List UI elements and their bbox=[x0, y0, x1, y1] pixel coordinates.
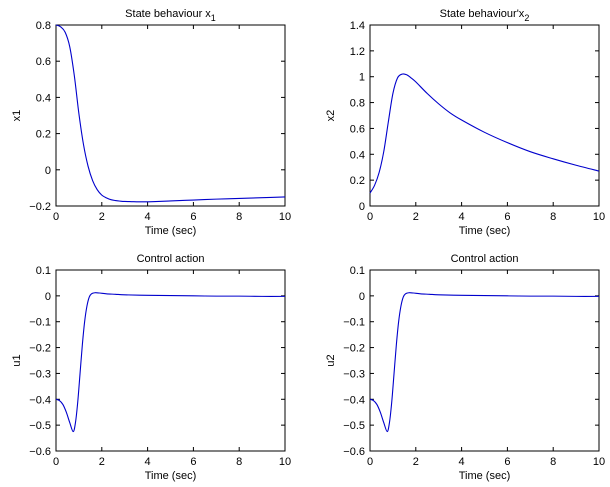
chart-title-text: State behaviour'x bbox=[440, 8, 525, 20]
y-tick-label: 0.2 bbox=[36, 129, 51, 141]
x-tick-label: 10 bbox=[279, 456, 291, 468]
y-tick-label: −0.5 bbox=[29, 420, 51, 432]
chart-title: Control action bbox=[451, 253, 519, 265]
x-axis-label: Time (sec) bbox=[459, 470, 511, 482]
x-tick-label: 6 bbox=[504, 456, 510, 468]
x-tick-label: 0 bbox=[367, 211, 373, 223]
x-tick-label: 4 bbox=[145, 456, 151, 468]
x-tick-label: 4 bbox=[145, 211, 151, 223]
y-axis-label: u1 bbox=[11, 354, 23, 366]
y-tick-label: 1.2 bbox=[350, 46, 365, 58]
y-tick-label: 0.1 bbox=[350, 265, 365, 277]
y-tick-label: 0.4 bbox=[36, 92, 51, 104]
y-tick-label: 0.8 bbox=[36, 20, 51, 32]
y-axis-label: x1 bbox=[11, 110, 23, 122]
y-tick-label: 0 bbox=[45, 291, 51, 303]
x-tick-label: 6 bbox=[190, 211, 196, 223]
y-tick-label: 0.4 bbox=[350, 149, 365, 161]
y-tick-label: −0.4 bbox=[343, 394, 365, 406]
chart-title-text: Control action bbox=[451, 253, 519, 265]
y-tick-label: −0.2 bbox=[29, 201, 51, 213]
y-axis-label: x2 bbox=[325, 110, 337, 122]
x-tick-label: 10 bbox=[593, 456, 605, 468]
y-tick-label: 0.6 bbox=[350, 123, 365, 135]
y-tick-label: −0.1 bbox=[29, 317, 51, 329]
x-tick-label: 6 bbox=[504, 211, 510, 223]
series-line-1 bbox=[369, 292, 600, 433]
y-tick-label: −0.2 bbox=[29, 343, 51, 355]
y-tick-label: −0.6 bbox=[29, 446, 51, 458]
x-tick-label: 4 bbox=[459, 456, 465, 468]
series-line-1 bbox=[55, 292, 286, 433]
chart-title: State behaviour'x2 bbox=[440, 8, 530, 23]
x-axis-label: Time (sec) bbox=[145, 470, 197, 482]
subplot-3: 0 2 4 6 8 10 −0.6 −0.5 −0.4 −0.3 −0.2 −0.1 0 0.1 Contr… bbox=[11, 253, 291, 482]
series-line-1 bbox=[369, 73, 600, 194]
y-tick-label: 1 bbox=[359, 72, 365, 84]
x-tick-label: 8 bbox=[236, 211, 242, 223]
x-tick-label: 8 bbox=[236, 456, 242, 468]
x-tick-label: 2 bbox=[99, 211, 105, 223]
x-tick-label: 10 bbox=[593, 211, 605, 223]
y-axis-label: u2 bbox=[325, 354, 337, 366]
y-tick-label: −0.5 bbox=[343, 420, 365, 432]
y-tick-label: −0.1 bbox=[343, 317, 365, 329]
subplot-4: 0 2 4 6 8 10 −0.6 −0.5 −0.4 −0.3 −0.2 −0.1 0 0.1 Contr… bbox=[325, 253, 605, 482]
x-tick-label: 8 bbox=[550, 456, 556, 468]
x-tick-label: 2 bbox=[413, 456, 419, 468]
y-tick-label: 1.4 bbox=[350, 20, 365, 32]
chart-title-text: Control action bbox=[137, 253, 205, 265]
y-tick-label: 0.2 bbox=[350, 175, 365, 187]
x-tick-label: 8 bbox=[550, 211, 556, 223]
y-tick-label: 0.8 bbox=[350, 98, 365, 110]
y-tick-label: −0.6 bbox=[343, 446, 365, 458]
y-tick-label: −0.3 bbox=[343, 368, 365, 380]
y-tick-label: 0.1 bbox=[36, 265, 51, 277]
chart-title-text: State behaviour x bbox=[125, 8, 211, 20]
x-tick-label: 0 bbox=[367, 456, 373, 468]
chart-title: Control action bbox=[137, 253, 205, 265]
y-tick-label: 0 bbox=[45, 165, 51, 177]
x-axis-label: Time (sec) bbox=[459, 225, 511, 237]
y-tick-label: 0.6 bbox=[36, 56, 51, 68]
y-tick-label: −0.2 bbox=[343, 343, 365, 355]
chart-title: State behaviour x1 bbox=[125, 8, 216, 23]
series-line-1 bbox=[55, 24, 286, 203]
x-tick-label: 2 bbox=[99, 456, 105, 468]
axes-box bbox=[369, 24, 600, 207]
x-tick-label: 0 bbox=[53, 456, 59, 468]
x-axis-label: Time (sec) bbox=[145, 225, 197, 237]
subplot-2: 0 2 4 6 8 10 0 0.2 0.4 0.6 0.8 1 1.2 1.4 State behavio… bbox=[325, 8, 605, 237]
axes-box bbox=[55, 269, 286, 452]
y-tick-label: −0.4 bbox=[29, 394, 51, 406]
x-tick-label: 6 bbox=[190, 456, 196, 468]
y-tick-label: 0 bbox=[359, 201, 365, 213]
axes-box bbox=[369, 269, 600, 452]
chart-title-subscript: 1 bbox=[211, 13, 216, 23]
y-tick-label: −0.3 bbox=[29, 368, 51, 380]
x-tick-label: 4 bbox=[459, 211, 465, 223]
x-tick-label: 10 bbox=[279, 211, 291, 223]
axes-box bbox=[55, 24, 286, 207]
chart-title-subscript: 2 bbox=[524, 13, 529, 23]
x-tick-label: 2 bbox=[413, 211, 419, 223]
x-tick-label: 0 bbox=[53, 211, 59, 223]
y-tick-label: 0 bbox=[359, 291, 365, 303]
